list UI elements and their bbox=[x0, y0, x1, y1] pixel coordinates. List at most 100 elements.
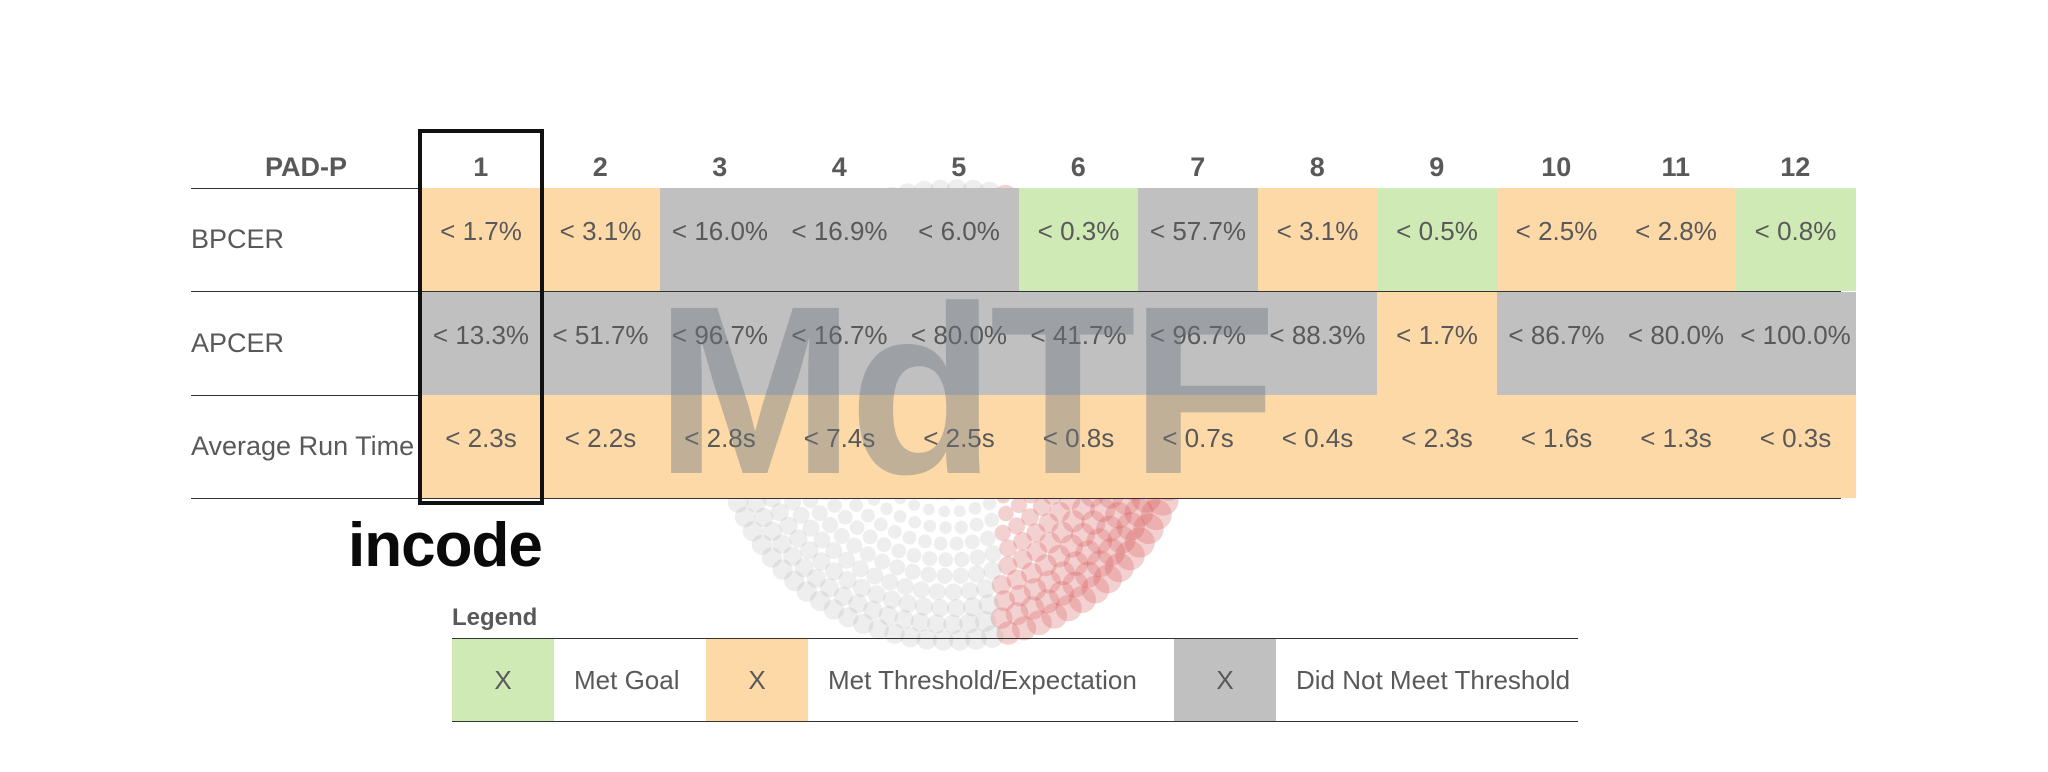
watermark-dot bbox=[800, 541, 819, 560]
watermark-dot bbox=[881, 573, 899, 591]
watermark-dot bbox=[867, 585, 886, 604]
table-cell: < 88.3% bbox=[1257, 291, 1378, 395]
watermark-dot bbox=[833, 586, 853, 606]
legend-title: Legend bbox=[452, 604, 538, 631]
watermark-dot bbox=[1051, 521, 1074, 544]
watermark-dot bbox=[947, 598, 966, 618]
table-cell: < 57.7% bbox=[1138, 188, 1258, 291]
watermark-dot bbox=[954, 551, 970, 568]
watermark-dot bbox=[770, 503, 789, 522]
watermark-dot bbox=[963, 597, 983, 617]
watermark-dot bbox=[944, 583, 963, 601]
watermark-dot bbox=[1107, 525, 1136, 554]
watermark-dot bbox=[998, 556, 1018, 576]
watermark-dot bbox=[861, 508, 875, 523]
watermark-dot bbox=[1047, 544, 1071, 568]
watermark-dot bbox=[1097, 538, 1126, 566]
watermark-dot bbox=[904, 563, 921, 580]
watermark-dot bbox=[1081, 575, 1110, 604]
watermark-dot bbox=[754, 507, 774, 528]
watermark-dot bbox=[1093, 564, 1122, 594]
watermark-dot bbox=[1021, 508, 1039, 527]
table-cell: < 2.5% bbox=[1496, 188, 1617, 291]
watermark-dot bbox=[910, 612, 930, 632]
watermark-dot bbox=[838, 607, 859, 628]
watermark-dot bbox=[975, 610, 996, 632]
watermark-dot bbox=[887, 525, 902, 539]
watermark-dot bbox=[849, 520, 865, 536]
watermark-dot bbox=[878, 605, 898, 625]
column-header-8: 8 bbox=[1309, 152, 1325, 182]
column-header-9: 9 bbox=[1429, 152, 1445, 182]
table-cell: < 80.0% bbox=[1616, 291, 1736, 395]
watermark-dot bbox=[868, 619, 889, 640]
watermark-dot bbox=[1026, 523, 1046, 543]
table-cell: < 1.6s bbox=[1496, 395, 1617, 498]
column-header-6: 6 bbox=[1070, 152, 1086, 182]
watermark-dot bbox=[812, 552, 831, 571]
watermark-dot bbox=[994, 590, 1015, 612]
table-cell: < 0.3% bbox=[1018, 188, 1139, 291]
column-header-3: 3 bbox=[712, 152, 728, 182]
column-header-10: 10 bbox=[1541, 152, 1572, 182]
watermark-dot bbox=[873, 517, 888, 532]
watermark-dot bbox=[1086, 528, 1113, 555]
watermark-dot bbox=[1009, 584, 1031, 607]
watermark-dot bbox=[802, 519, 820, 537]
watermark-dot bbox=[1086, 550, 1114, 578]
watermark-dot bbox=[849, 498, 863, 512]
table-cell: < 1.7% bbox=[421, 188, 541, 291]
incode-logo: incode bbox=[348, 511, 543, 580]
watermark-dot bbox=[772, 559, 793, 580]
watermark-dot bbox=[1071, 522, 1095, 547]
watermark-dot bbox=[823, 599, 844, 620]
table-cell: < 96.7% bbox=[660, 291, 780, 395]
watermark-dot bbox=[984, 545, 1002, 563]
watermark-dot bbox=[863, 600, 883, 620]
table-cell: < 41.7% bbox=[1018, 291, 1139, 395]
watermark-dot bbox=[889, 559, 906, 576]
watermark-dot bbox=[837, 509, 853, 525]
watermark-dot bbox=[751, 534, 773, 555]
watermark-dot bbox=[908, 516, 921, 529]
watermark-dot bbox=[994, 524, 1011, 542]
table-cell: < 2.8s bbox=[660, 395, 780, 498]
watermark-dot bbox=[819, 578, 840, 598]
watermark-dot bbox=[914, 597, 933, 616]
watermark-dot bbox=[1012, 549, 1033, 570]
table-cell: < 16.9% bbox=[779, 188, 900, 291]
corner-header: PAD-P bbox=[264, 152, 347, 182]
watermark-dot bbox=[859, 546, 876, 563]
watermark-dot bbox=[851, 560, 869, 578]
watermark-dot bbox=[952, 567, 969, 584]
watermark-dot bbox=[964, 534, 980, 550]
watermark-dot bbox=[1090, 497, 1116, 523]
watermark-dot bbox=[794, 558, 814, 578]
watermark-dot bbox=[1005, 602, 1029, 626]
watermark-dot bbox=[734, 506, 756, 528]
watermark-dot bbox=[893, 510, 907, 523]
watermark-dot bbox=[1038, 513, 1059, 534]
column-header-4: 4 bbox=[831, 152, 847, 182]
watermark-dot bbox=[891, 543, 907, 559]
watermark-dot bbox=[908, 499, 920, 511]
watermark-dot bbox=[1068, 585, 1096, 613]
watermark-dot bbox=[1063, 551, 1089, 576]
watermark-dot bbox=[968, 565, 986, 583]
table-cell: < 0.3s bbox=[1735, 395, 1856, 498]
watermark-dot bbox=[969, 549, 986, 566]
column-header-7: 7 bbox=[1190, 152, 1206, 182]
watermark-dot bbox=[1020, 596, 1045, 620]
watermark-dot bbox=[918, 534, 932, 549]
table-cell: < 1.7% bbox=[1377, 291, 1497, 395]
watermark-dot bbox=[999, 539, 1017, 558]
watermark-dot bbox=[936, 567, 953, 584]
table-cell: < 96.7% bbox=[1138, 291, 1258, 395]
watermark-dot bbox=[853, 613, 874, 634]
watermark-dot bbox=[1034, 554, 1057, 577]
watermark-dot bbox=[980, 530, 996, 547]
watermark-dot bbox=[779, 516, 798, 535]
watermark-dot bbox=[938, 505, 951, 518]
table-cell: < 100.0% bbox=[1735, 291, 1856, 395]
legend-label: Did Not Meet Threshold bbox=[1296, 665, 1571, 695]
